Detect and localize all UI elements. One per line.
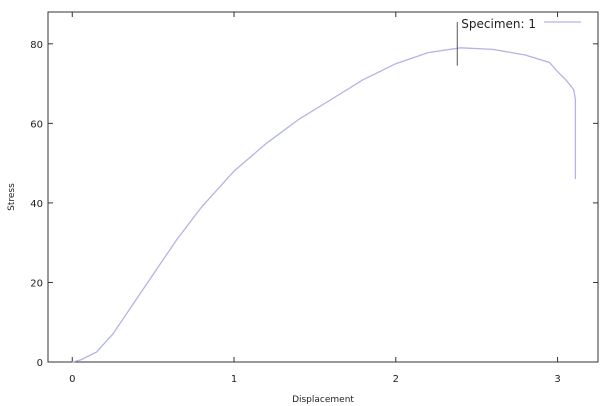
y-tick-label: 60: [30, 119, 43, 130]
series-line: [72, 47, 577, 363]
y-tick-label: 40: [30, 199, 43, 210]
x-tick-label: 3: [554, 374, 560, 385]
plot-frame: [47, 11, 599, 363]
series-layer: [72, 47, 577, 363]
y-axis-title: Stress: [7, 183, 17, 211]
legend: Specimen: 1: [461, 17, 581, 31]
x-axis-title: Displacement: [292, 395, 354, 405]
legend-label: Specimen: 1: [461, 17, 536, 31]
y-axis-ticks: 0 20 40 60 80: [30, 40, 598, 369]
y-tick-label: 80: [30, 40, 43, 51]
y-tick-label: 0: [37, 358, 43, 369]
x-axis-ticks: 0 1 2 3: [69, 12, 561, 385]
y-tick-label: 20: [30, 278, 43, 289]
x-tick-label: 2: [393, 374, 399, 385]
x-tick-label: 0: [69, 374, 75, 385]
x-tick-label: 1: [231, 374, 237, 385]
